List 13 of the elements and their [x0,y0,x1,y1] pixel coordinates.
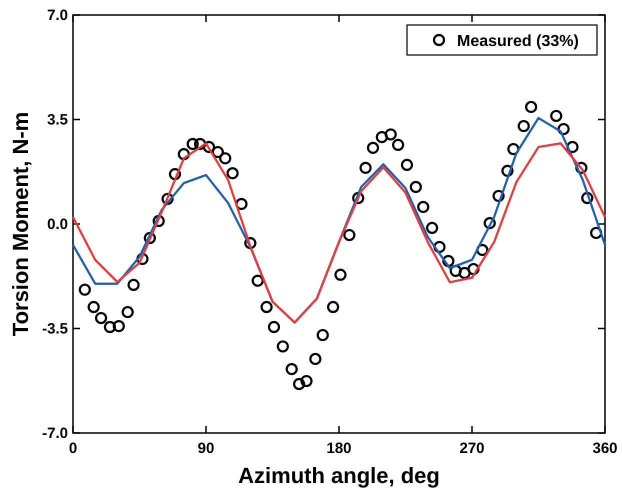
y-tick-label: -3.5 [42,320,68,338]
x-tick-label: 360 [592,440,618,457]
y-axis-title: Torsion Moment, N-m [8,112,33,336]
x-tick-label: 90 [198,440,214,457]
y-tick-label: -7.0 [42,425,68,442]
y-tick-label: 3.5 [47,112,68,128]
x-tick-label: 180 [326,440,352,457]
x-tick-label: 270 [459,440,485,457]
y-tick-label: 0.0 [47,216,68,233]
y-tick-label: 7.0 [47,7,68,24]
x-axis-title: Azimuth angle, deg [238,463,440,488]
legend-label: Measured (33%) [457,33,579,50]
x-tick-label: 0 [68,440,78,457]
